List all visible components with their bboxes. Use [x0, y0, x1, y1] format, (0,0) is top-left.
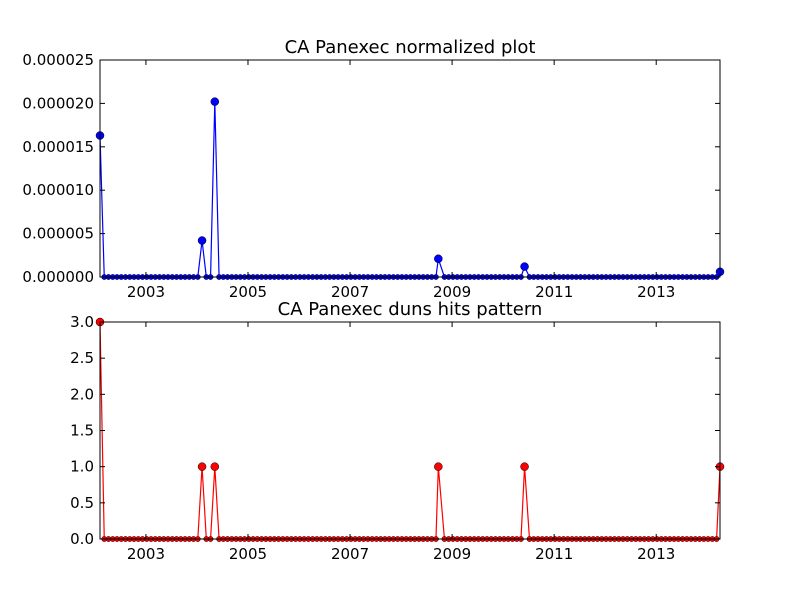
x-tick-label: 2009: [433, 545, 471, 563]
x-tick-label: 2003: [127, 283, 165, 301]
data-point: [210, 462, 220, 471]
data-point: [434, 462, 443, 471]
x-tick-label: 2007: [331, 545, 369, 563]
y-tick-label: 2.5: [70, 349, 94, 367]
y-tick-label: 0.000010: [22, 181, 94, 199]
y-tick-label: 2.0: [70, 385, 94, 403]
chart-title: CA Panexec duns hits pattern: [278, 299, 543, 320]
x-tick-labels: 2003 2005 2007 2009 2011 2013: [127, 283, 675, 301]
y-tick-labels: 0.0 0.5 1.0 1.5 2.0 2.5 3.0: [70, 313, 94, 548]
x-tick-label: 2011: [535, 283, 573, 301]
x-tick-label: 2007: [331, 283, 369, 301]
data-point: [210, 97, 220, 106]
x-tick-label: 2013: [637, 545, 675, 563]
y-tick-label: 3.0: [70, 313, 94, 331]
y-tick-label: 0.5: [70, 494, 94, 512]
x-tick-label: 2005: [229, 545, 267, 563]
ticks-layer: [100, 321, 720, 540]
y-tick-label: 0.0: [70, 530, 94, 548]
plot-frame: [99, 59, 721, 278]
normalized-plot-chart: CA Panexec normalized plot 2003 2005 200…: [22, 37, 725, 301]
y-tick-label: 0.000025: [22, 51, 94, 69]
y-tick-label: 0.000015: [22, 138, 94, 156]
y-tick-label: 0.000020: [22, 94, 94, 112]
y-tick-label: 1.0: [70, 458, 94, 476]
x-tick-label: 2003: [127, 545, 165, 563]
data-point: [434, 254, 443, 264]
data-point: [197, 236, 207, 245]
x-tick-label: 2013: [637, 283, 675, 301]
y-tick-label: 0.000005: [22, 225, 94, 243]
x-tick-label: 2005: [229, 283, 267, 301]
data-point: [197, 462, 207, 471]
y-tick-label: 1.5: [70, 422, 94, 440]
data-point: [520, 262, 529, 271]
x-tick-label: 2009: [433, 283, 471, 301]
ticks-layer: [100, 59, 720, 278]
y-tick-label: 0.000000: [22, 268, 94, 286]
duns-hits-chart: CA Panexec duns hits pattern 2003 2005 2…: [70, 299, 725, 563]
chart-title: CA Panexec normalized plot: [285, 37, 536, 58]
y-tick-labels: 0.000000 0.000005 0.000010 0.000015 0.00…: [22, 51, 94, 286]
data-point: [520, 462, 529, 471]
x-tick-label: 2011: [535, 545, 573, 563]
x-tick-labels: 2003 2005 2007 2009 2011 2013: [127, 545, 675, 563]
